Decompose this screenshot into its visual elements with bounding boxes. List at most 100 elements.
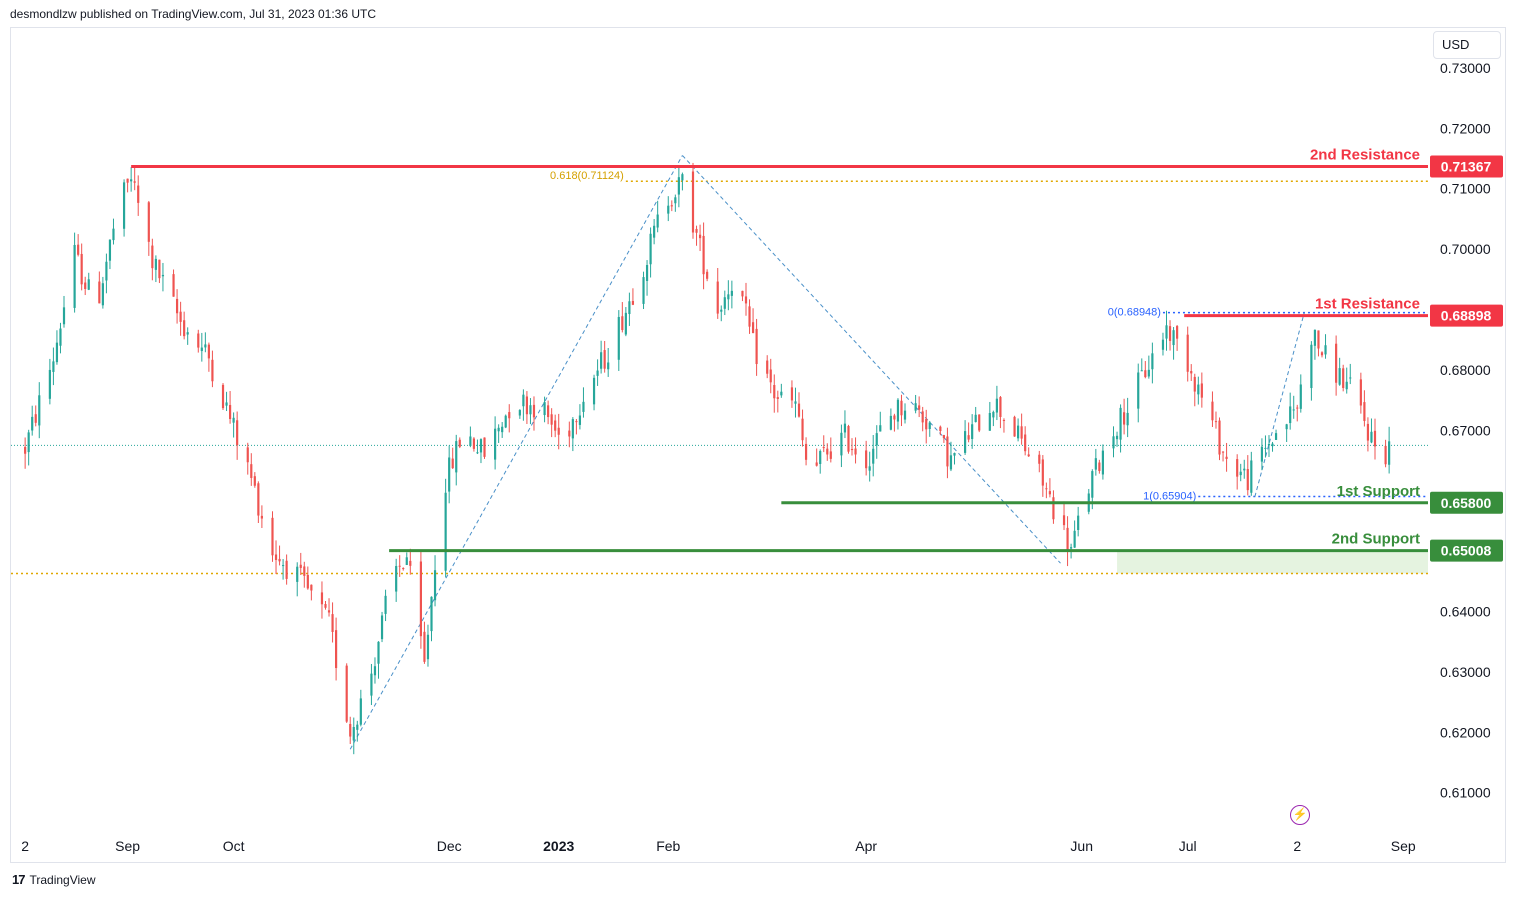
candle-body: [151, 245, 154, 269]
candle-body: [1214, 421, 1218, 423]
candle-body: [1020, 426, 1023, 439]
candle-body: [592, 377, 596, 405]
candle-body: [310, 584, 313, 591]
candle-body: [801, 418, 804, 441]
x-tick-label: Sep: [1391, 838, 1416, 854]
lightning-bolt-icon[interactable]: ⚡: [1290, 805, 1310, 825]
candle-body: [384, 595, 387, 614]
candle-body: [285, 560, 288, 579]
candle-body: [281, 565, 285, 567]
candle-body: [847, 426, 850, 452]
level-price-badge-1: [1430, 155, 1503, 178]
candle-body: [423, 631, 426, 662]
candle-body: [221, 384, 225, 409]
candle-body: [377, 641, 380, 664]
y-tick-label: 0.72000: [1440, 120, 1491, 136]
candle-body: [865, 450, 868, 469]
tradingview-logo-icon: 17: [12, 872, 26, 887]
candle-body: [352, 726, 355, 741]
candle-body: [900, 400, 903, 416]
candle-body: [433, 570, 437, 601]
y-tick-label: 0.71000: [1440, 181, 1491, 197]
candle-body: [1264, 447, 1267, 449]
candle-body: [24, 447, 27, 454]
candle-body: [430, 596, 433, 632]
currency-selector[interactable]: USD: [1433, 31, 1501, 59]
candle-body: [918, 405, 921, 410]
candle-body: [525, 396, 529, 415]
candle-body: [872, 448, 875, 464]
footer: 17 TradingView: [12, 872, 96, 887]
level-name-2: 1st Resistance: [1315, 296, 1420, 313]
x-tick-label: Jun: [1070, 838, 1093, 854]
candle-body: [667, 205, 670, 214]
candle-body: [939, 426, 942, 432]
candle-body: [133, 181, 136, 183]
candle-body: [741, 290, 744, 297]
level-price-badge-3: [1430, 491, 1503, 514]
candles: [24, 162, 1391, 755]
candle-body: [455, 441, 458, 473]
candle-body: [794, 401, 797, 404]
level-price-label-1: 0.71367: [1441, 159, 1492, 175]
candle-body: [1324, 345, 1327, 355]
candle-body: [1239, 471, 1242, 476]
candle-body: [1296, 407, 1299, 409]
time-axis[interactable]: 2 Sep Oct Dec 2023 Feb Apr Jun Jul 2 Sep: [21, 838, 1416, 854]
candle-body: [1027, 454, 1030, 457]
candle-body: [790, 387, 794, 401]
candle-body: [971, 424, 974, 439]
y-tick-label: 0.63000: [1440, 664, 1491, 680]
candle-body: [1274, 433, 1278, 440]
candle-body: [978, 414, 981, 431]
candle-body: [896, 399, 900, 422]
candle-body: [967, 435, 970, 440]
candle-body: [232, 417, 235, 423]
support-zone-rect: [1117, 551, 1428, 574]
candle-body: [698, 234, 702, 239]
level-name-4: 2nd Support: [1332, 531, 1420, 548]
level-price-label-2: 0.68898: [1441, 308, 1492, 324]
y-tick-label: 0.68000: [1440, 362, 1491, 378]
candle-body: [677, 177, 680, 195]
candle-body: [681, 174, 684, 181]
candle-body: [204, 344, 207, 348]
candle-body: [850, 449, 854, 451]
level-name-3: 1st Support: [1337, 483, 1420, 500]
candle-body: [161, 274, 165, 277]
candle-body: [356, 724, 359, 730]
candle-body: [108, 239, 112, 261]
candle-body: [349, 723, 352, 737]
candle-body: [395, 566, 398, 592]
candle-body: [1221, 451, 1225, 453]
candle-body: [197, 333, 200, 348]
candle-body: [1370, 431, 1373, 443]
candle-body: [571, 419, 574, 439]
candle-body: [479, 439, 483, 453]
price-axis[interactable]: 0.61000 0.62000 0.63000 0.64000 0.67000 0.680…: [1440, 60, 1491, 801]
candle-body: [1373, 430, 1377, 447]
candle-body: [822, 447, 825, 449]
candle-body: [451, 458, 454, 469]
candle-body: [903, 410, 907, 420]
candle-body: [1225, 456, 1228, 459]
candle-body: [1250, 460, 1253, 493]
candle-body: [271, 517, 274, 556]
candle-body: [578, 415, 582, 425]
candle-body: [529, 405, 532, 415]
candle-body: [1161, 339, 1165, 350]
candle-body: [554, 420, 557, 431]
candle-body: [444, 492, 447, 571]
candle-body: [306, 574, 309, 589]
fib-0-label: 0(0.68948): [1108, 307, 1161, 319]
candle-body: [1289, 406, 1292, 424]
candle-body: [921, 411, 924, 423]
candle-body: [1016, 425, 1020, 439]
candle-body: [48, 369, 51, 399]
candle-body: [1211, 401, 1214, 421]
candle-body: [893, 415, 896, 420]
candle-body: [122, 182, 126, 229]
candle-body: [126, 178, 129, 183]
candle-body: [1062, 515, 1066, 526]
